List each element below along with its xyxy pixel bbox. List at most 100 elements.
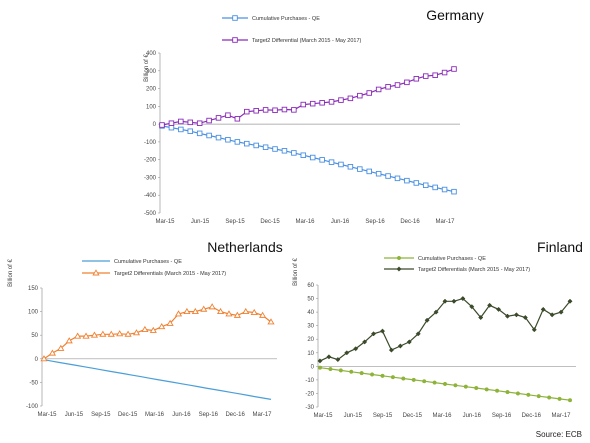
y-tick-label: 150	[28, 286, 39, 292]
data-point	[328, 159, 335, 165]
data-point	[149, 326, 157, 333]
data-point	[168, 120, 175, 126]
y-tick-label: 40	[307, 310, 314, 316]
data-point	[469, 304, 475, 310]
data-point	[65, 337, 73, 344]
legend-label: Target2 Differential (March 2015 - May 2…	[252, 38, 362, 44]
x-tick-label: Dec-16	[522, 413, 542, 419]
data-point	[531, 327, 537, 333]
x-tick-label: Sep-15	[373, 413, 393, 419]
data-point	[124, 330, 132, 337]
data-point	[159, 122, 165, 128]
data-point	[349, 369, 354, 374]
data-point	[200, 305, 208, 312]
data-point	[357, 166, 363, 172]
x-tick-label: Dec-16	[225, 412, 245, 418]
data-point	[451, 298, 457, 304]
legend-marker	[92, 269, 100, 276]
y-tick-label: -500	[144, 211, 157, 217]
data-point	[432, 184, 438, 191]
data-point	[401, 376, 406, 381]
y-tick-label: 50	[31, 333, 38, 339]
y-axis-label: Billion of €	[144, 53, 150, 81]
series-0	[159, 123, 457, 195]
x-tick-label: Mar-16	[295, 219, 315, 225]
x-tick-label: Mar-17	[435, 219, 455, 225]
data-point	[487, 302, 493, 308]
data-point	[441, 69, 448, 76]
data-point	[253, 108, 259, 114]
data-point	[567, 298, 573, 304]
x-tick-label: Mar-15	[37, 412, 57, 418]
y-tick-label: 200	[146, 87, 157, 93]
chart-title: Germany	[426, 7, 484, 23]
x-tick-label: Sep-15	[225, 219, 245, 225]
data-point	[216, 307, 225, 315]
data-point	[394, 175, 401, 182]
data-point	[366, 168, 372, 175]
series-line	[161, 125, 455, 193]
data-point	[196, 130, 203, 137]
data-point	[116, 330, 124, 337]
y-tick-label: 30	[307, 324, 314, 330]
series-1	[317, 296, 573, 364]
data-point	[196, 120, 203, 126]
data-point	[540, 306, 546, 312]
series-1	[40, 303, 275, 362]
data-point	[317, 358, 323, 364]
legend-label: Cumulative Purchases - QE	[418, 256, 486, 262]
x-tick-label: Jun-15	[344, 413, 363, 419]
data-point	[505, 390, 510, 395]
data-point	[451, 66, 457, 72]
x-tick-label: Jun-16	[331, 219, 350, 225]
data-point	[281, 148, 288, 154]
x-tick-label: Sep-16	[199, 412, 219, 418]
data-point	[253, 142, 259, 149]
series-line	[43, 359, 272, 400]
data-point	[178, 118, 184, 125]
data-point	[262, 107, 269, 113]
data-point	[225, 310, 233, 317]
legend-entry: Target2 Differential (March 2015 - May 2…	[222, 37, 362, 44]
x-tick-label: Mar-16	[432, 413, 452, 419]
x-tick-label: Sep-16	[492, 413, 512, 419]
data-point	[388, 347, 394, 353]
data-point	[394, 82, 401, 88]
data-point	[48, 349, 56, 356]
legend-entry: Cumulative Purchases - QE	[222, 15, 320, 22]
series-line	[161, 68, 455, 126]
data-point	[187, 119, 194, 126]
data-point	[281, 106, 288, 113]
data-point	[317, 365, 323, 370]
x-tick-label: Mar-17	[551, 413, 571, 419]
data-point	[415, 331, 421, 337]
series-0	[43, 359, 272, 400]
data-point	[385, 173, 391, 179]
y-axis-label: Billion of €	[8, 258, 14, 286]
data-point	[390, 375, 395, 380]
y-tick-label: 10	[307, 351, 314, 357]
data-point	[413, 180, 420, 186]
legend-marker	[232, 37, 238, 43]
data-point	[267, 318, 275, 325]
data-point	[484, 387, 489, 392]
data-point	[99, 330, 107, 337]
data-point	[319, 157, 325, 163]
data-point	[291, 150, 297, 156]
data-point	[215, 115, 222, 121]
chart-title: Finland	[537, 239, 583, 255]
data-point	[406, 339, 412, 345]
data-point	[300, 152, 307, 158]
data-point	[244, 108, 250, 115]
x-tick-label: Dec-15	[260, 219, 280, 225]
data-point	[375, 170, 382, 177]
x-tick-label: Sep-16	[365, 219, 385, 225]
data-point	[496, 306, 502, 312]
data-point	[557, 396, 562, 401]
y-tick-label: -30	[305, 405, 314, 411]
data-point	[453, 383, 458, 388]
data-point	[558, 309, 564, 315]
data-point	[40, 355, 48, 362]
data-point	[272, 107, 278, 113]
y-tick-label: 400	[146, 51, 157, 57]
